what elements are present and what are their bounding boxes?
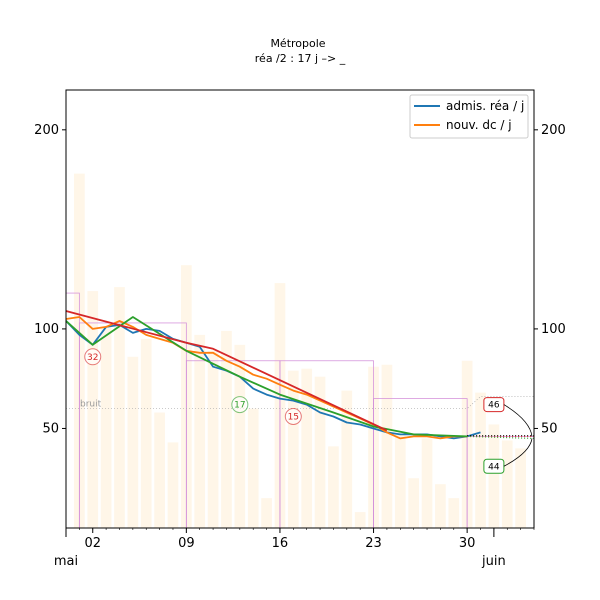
series-line-3 [65,310,388,432]
daily-bar [341,390,353,528]
daily-bar [515,448,526,528]
annotation-label: 32 [87,353,98,363]
annotation-circle [284,408,302,426]
daily-bar [87,291,99,528]
daily-bar [314,376,326,528]
daily-bar [394,434,406,528]
daily-bar [381,364,393,528]
y-tick-label-left: 100 [34,322,59,337]
daily-bar [194,334,206,528]
daily-bar [234,344,246,528]
daily-bar [261,498,272,528]
daily-bar [287,370,299,528]
x-tick-label: 16 [272,536,289,551]
daily-bar [354,512,366,528]
daily-bar [140,338,152,528]
series-line-1 [65,316,468,440]
daily-bar [328,446,339,528]
y-tick-label-left: 50 [42,421,59,436]
forecast-lines [467,435,535,440]
legend-label-dc: nouv. dc / j [446,118,512,132]
series-line-2 [65,316,468,438]
x-month-label: juin [481,554,506,569]
annotation-label: 44 [488,462,500,472]
y-tick-label-left: 200 [34,123,59,138]
noise-line: bruit [66,396,534,410]
daily-bar [501,440,513,528]
y-tick-label-right: 100 [541,322,566,337]
y-tick-label-right: 200 [541,123,566,138]
plot-frame [65,89,535,529]
daily-bar [301,368,313,528]
chart-title: Métropole [270,37,325,50]
y-tick-label-right: 50 [541,421,558,436]
daily-bar [114,287,125,528]
daily-bar [435,484,446,528]
daily-bar [100,326,112,528]
daily-bar [207,350,219,528]
x-month-label: mai [54,554,78,569]
annotation-label: 46 [488,401,500,411]
daily-bar [221,330,232,528]
daily-bars [74,173,526,529]
annotations: 32 17 15 46 44 [84,348,533,474]
x-tick-label: 09 [178,536,195,551]
chart-subtitle: réa /2 : 17 j –> _ [255,52,346,65]
forecast-green-line [467,435,535,440]
daily-bar [247,408,259,528]
axes: 50 100 200 50 100 200 02 09 16 23 30 mai juin [34,89,566,569]
series-lines [65,310,481,440]
annotation-arrow [503,438,533,467]
noise-label: bruit [80,400,102,410]
annotation-arrow [503,404,533,437]
daily-bar [488,424,500,528]
x-tick-label: 02 [84,536,101,551]
legend: admis. réa / j nouv. dc / j [409,94,529,139]
daily-bar [448,498,460,528]
legend-label-rea: admis. réa / j [446,99,524,113]
annotation-circle [84,348,102,366]
daily-bar [127,356,139,528]
daily-bar [421,438,433,528]
daily-bar [167,442,179,528]
x-tick-label: 23 [365,536,382,551]
annotation-label: 17 [234,401,245,411]
daily-bar [154,412,165,528]
x-tick-label: 30 [459,536,476,551]
annotation-label: 15 [288,413,299,423]
annotation-circle [231,396,249,414]
daily-bar [408,478,420,528]
daily-bar [475,392,486,528]
